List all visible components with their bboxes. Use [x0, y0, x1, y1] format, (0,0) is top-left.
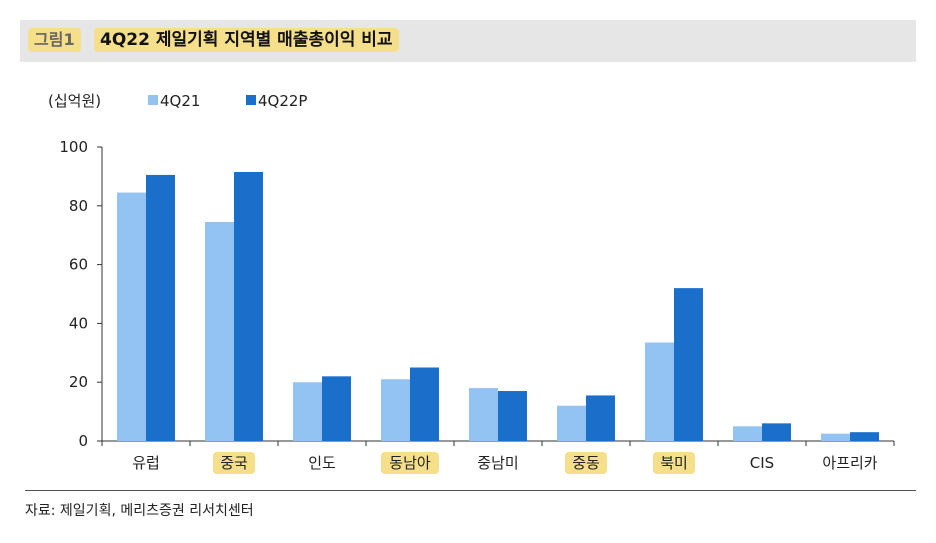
- y-tick-label: 100: [59, 138, 88, 156]
- y-tick-label: 40: [69, 314, 88, 332]
- bars: [117, 171, 879, 442]
- unit-label: (십억원): [48, 92, 101, 110]
- x-label-highlight: [381, 452, 439, 474]
- bar-4Q22P: [322, 376, 351, 441]
- x-tick-label: 유럽: [132, 454, 160, 472]
- x-tick-label: 중남미: [477, 454, 518, 472]
- x-label-highlight: [213, 452, 255, 474]
- x-tick-label: 인도: [308, 454, 336, 472]
- legend-label: 4Q22P: [258, 92, 307, 110]
- source-divider: [25, 490, 916, 491]
- bar-chart: (십억원) 4Q21 4Q22P 0 20 40 60 80 100 유럽 중국 인도 동남아 중남…: [48, 92, 895, 474]
- x-label-highlight: [653, 452, 695, 474]
- x-tick-label: 아프리카: [822, 454, 877, 472]
- bar-4Q21: [205, 221, 234, 441]
- bar-4Q22P: [762, 423, 791, 441]
- legend-swatch: [246, 95, 256, 105]
- bar-4Q21: [117, 192, 146, 441]
- bar-4Q21: [557, 405, 586, 441]
- bar-4Q22P: [410, 367, 439, 441]
- bar-4Q21: [381, 379, 410, 441]
- bar-4Q21: [821, 433, 850, 441]
- title-bar: 그림1 4Q22 제일기획 지역별 매출총이익 비교: [20, 20, 916, 62]
- x-tick-label: 북미: [660, 454, 688, 472]
- source-note: 자료: 제일기획, 메리츠증권 리서치센터: [25, 503, 254, 519]
- bar-4Q21: [293, 382, 322, 441]
- y-tick-label: 60: [69, 256, 88, 274]
- x-tick-label: 동남아: [389, 454, 431, 472]
- x-tick-label: CIS: [750, 454, 774, 472]
- bar-4Q21: [469, 388, 498, 441]
- bar-4Q22P: [498, 391, 527, 441]
- legend-label: 4Q21: [160, 92, 200, 110]
- x-tick-labels: 유럽 중국 인도 동남아 중남미 중동 북미 CIS 아프리카: [132, 452, 878, 474]
- bar-4Q21: [733, 426, 762, 441]
- x-tick-label: 중국: [220, 454, 248, 472]
- bar-4Q22P: [234, 171, 263, 442]
- bar-4Q22P: [850, 432, 879, 441]
- bar-4Q21: [645, 342, 674, 441]
- figure-label: 그림1: [28, 28, 81, 52]
- bar-4Q22P: [146, 174, 175, 441]
- y-tick-label: 0: [78, 432, 88, 450]
- chart-title: 4Q22 제일기획 지역별 매출총이익 비교: [94, 28, 399, 52]
- x-tick-label: 중동: [572, 454, 600, 472]
- bar-4Q22P: [586, 395, 615, 441]
- bar-4Q22P: [674, 288, 703, 441]
- y-tick-label: 80: [69, 197, 88, 215]
- legend: 4Q21 4Q22P: [148, 92, 307, 110]
- legend-swatch: [148, 95, 158, 105]
- x-label-highlight: [565, 452, 607, 474]
- y-tick-label: 20: [69, 373, 88, 391]
